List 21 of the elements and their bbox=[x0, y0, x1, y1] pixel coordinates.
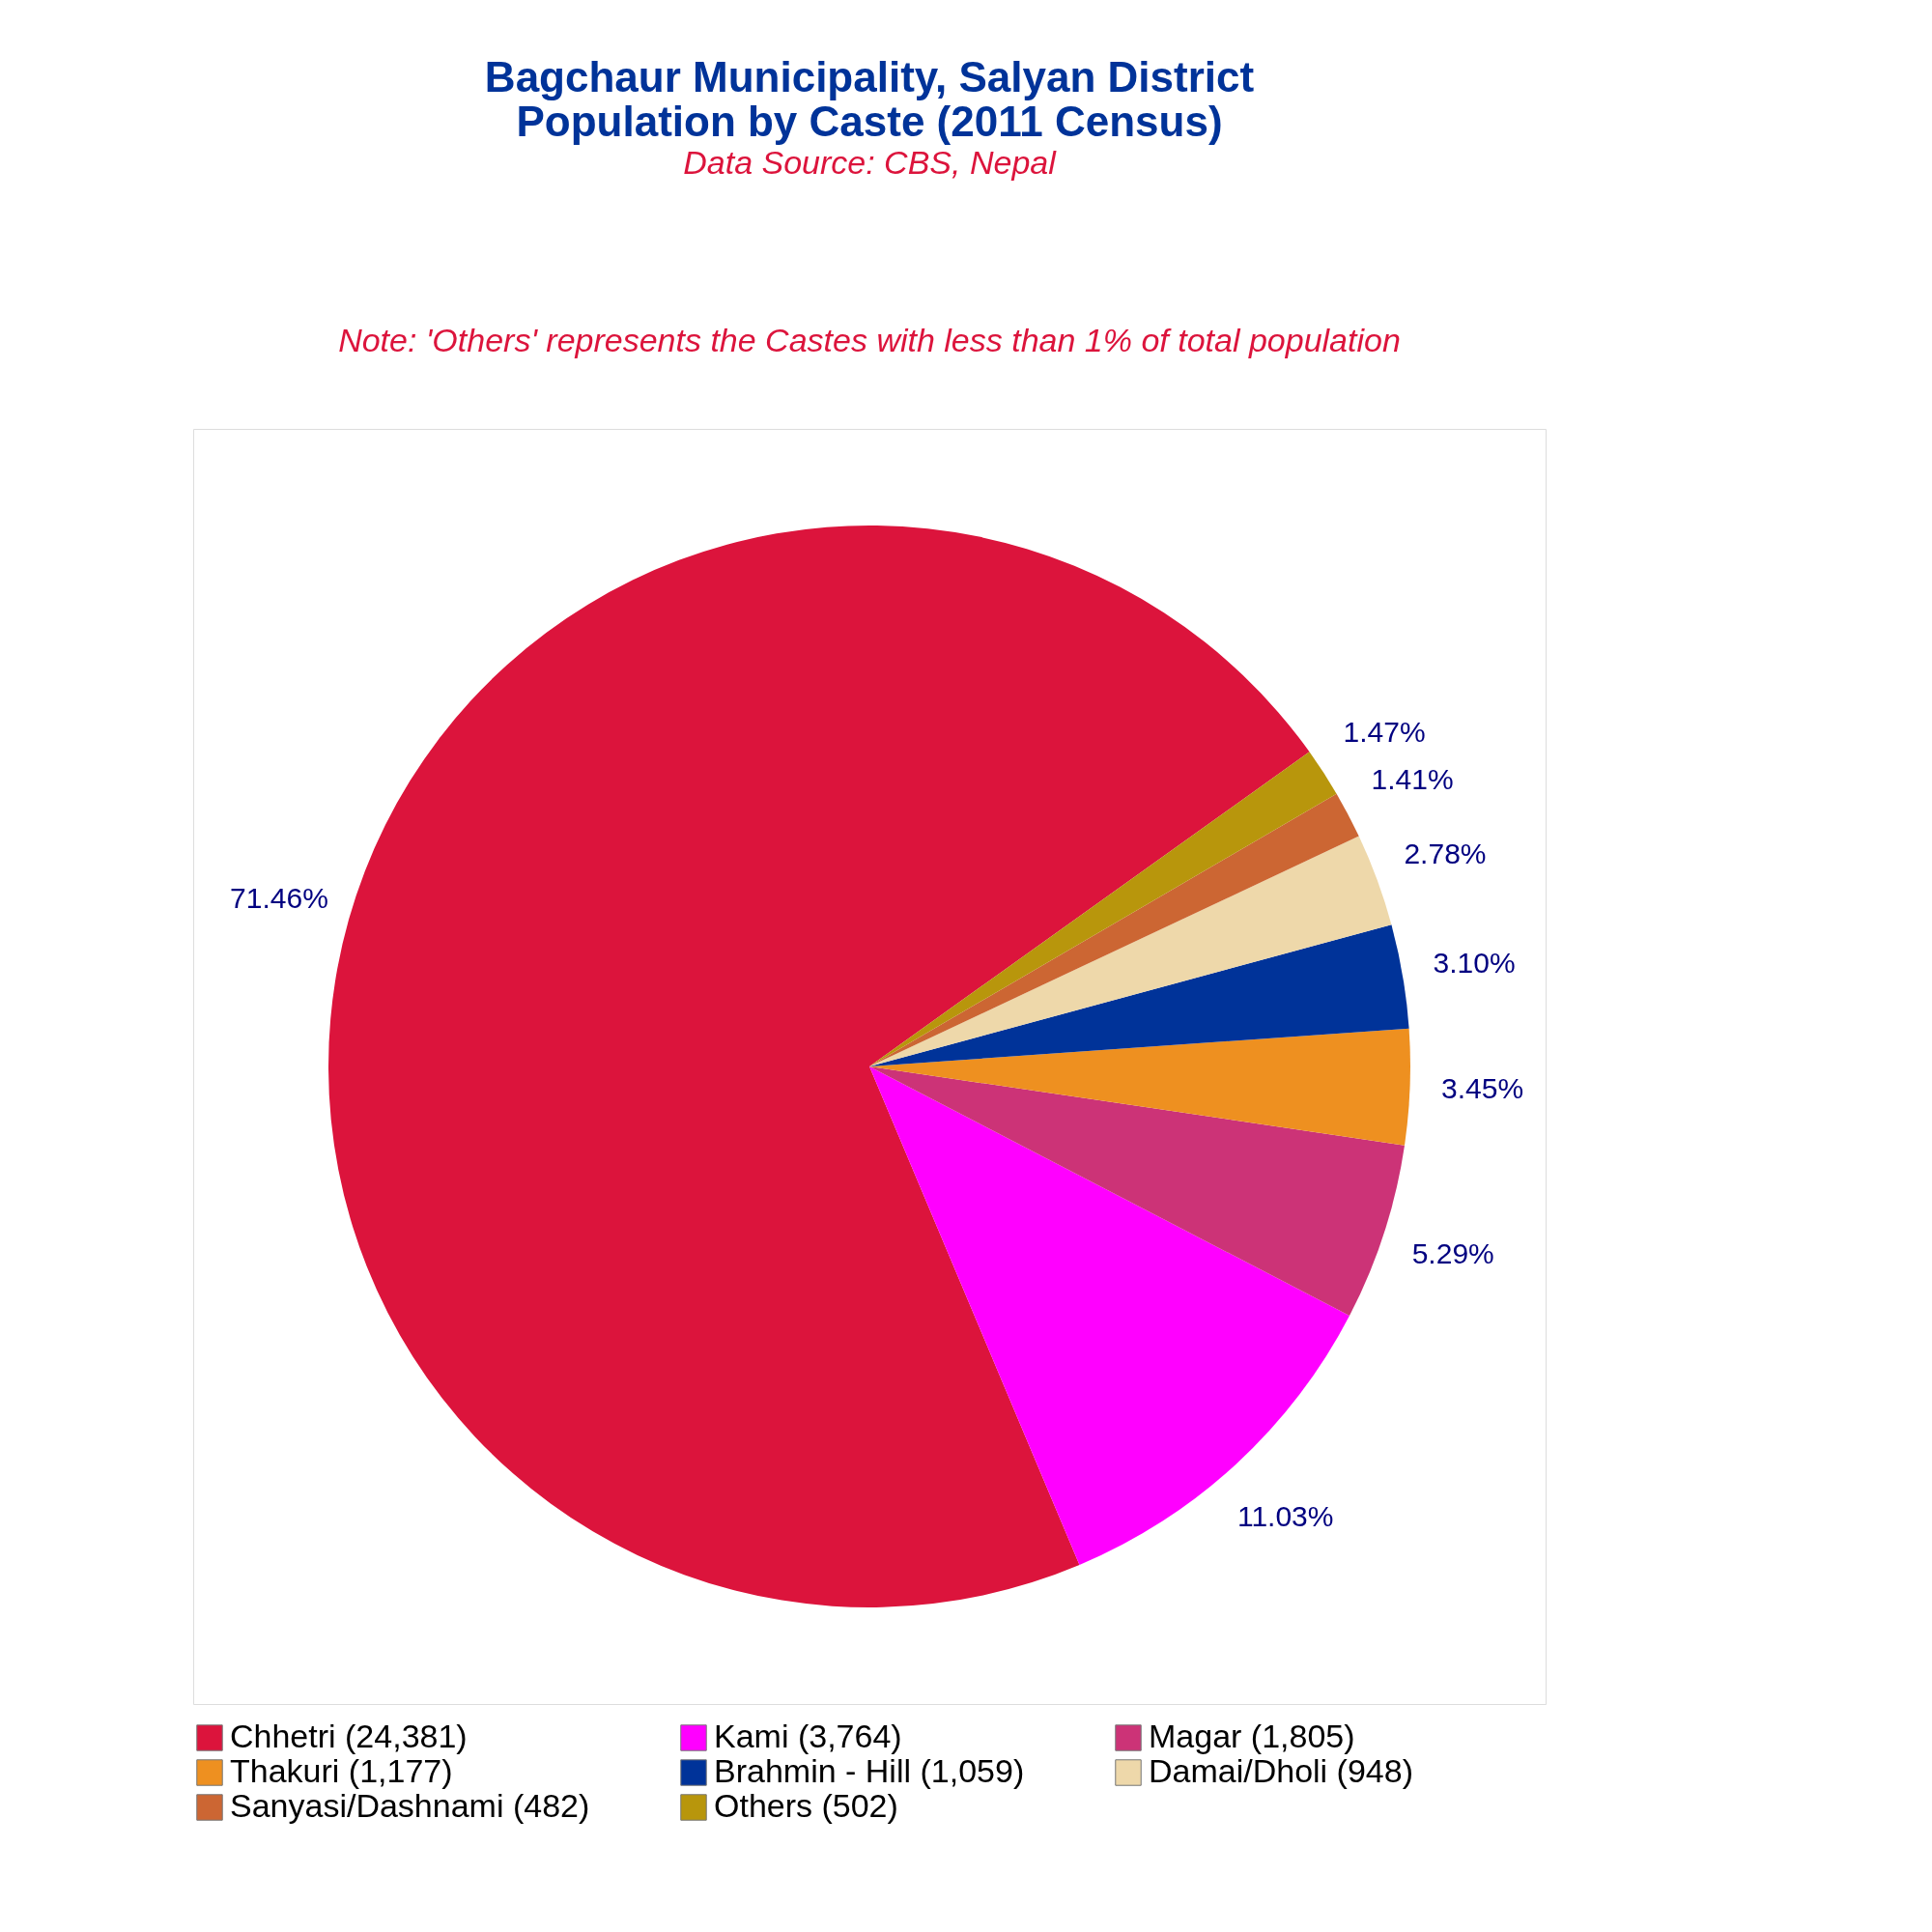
data-label: 3.10% bbox=[1433, 946, 1516, 979]
chart-subtitle: Data Source: CBS, Nepal bbox=[683, 144, 1058, 181]
data-label: 3.45% bbox=[1441, 1072, 1524, 1105]
text: Bagchaur Municipality, Salyan District bbox=[484, 53, 1255, 100]
pie-slice bbox=[869, 836, 1392, 1066]
pie-slice bbox=[869, 1066, 1406, 1317]
legend-label: Magar (1,805) bbox=[1149, 1718, 1355, 1754]
legend-label: Others (502) bbox=[714, 1787, 898, 1824]
data-label: 5.29% bbox=[1411, 1237, 1494, 1270]
data-label: 1.47% bbox=[1343, 715, 1426, 748]
pie-slice bbox=[869, 1066, 1350, 1566]
text: Note: 'Others' represents the Castes with less than 1% of total population bbox=[338, 322, 1401, 358]
pie-slice bbox=[869, 1028, 1410, 1146]
data-label: 2.78% bbox=[1404, 837, 1487, 869]
data-label: 71.46% bbox=[230, 882, 328, 915]
pie-slice bbox=[869, 924, 1409, 1066]
data-label: 11.03% bbox=[1236, 1499, 1334, 1532]
data-label: 1.41% bbox=[1371, 763, 1454, 796]
legend-label: Chhetri (24,381) bbox=[230, 1718, 468, 1754]
legend-label: Kami (3,764) bbox=[714, 1718, 902, 1754]
pie-slice bbox=[869, 752, 1337, 1066]
